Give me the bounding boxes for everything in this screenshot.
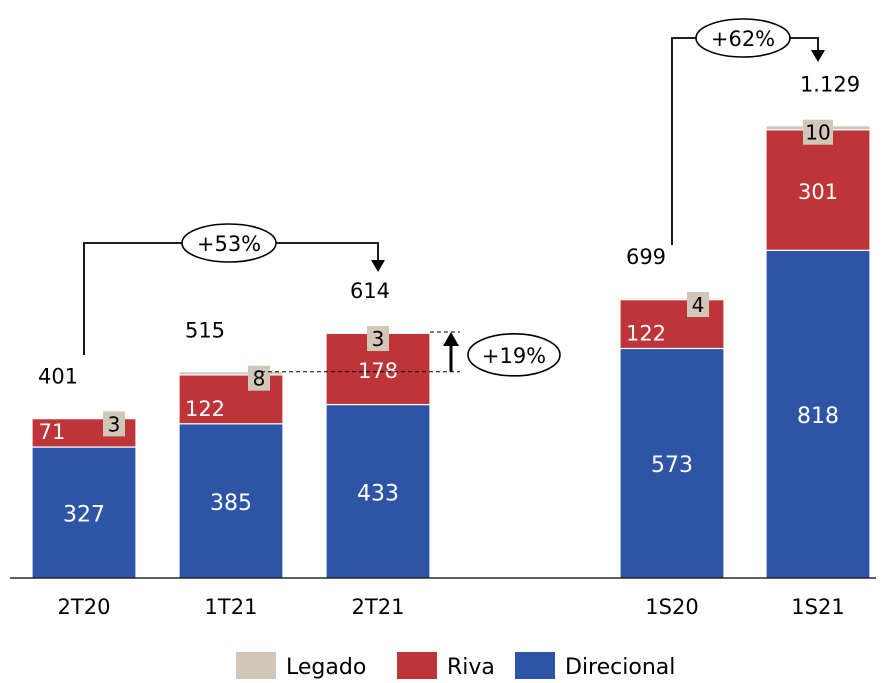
label-riva-2t20: 71 [39, 420, 66, 444]
bar-legado-2t20 [31, 416, 137, 420]
legend-swatch-legado [236, 652, 276, 679]
label-direcional-2t20: 327 [63, 503, 105, 528]
label-legado-2t21: 3 [372, 327, 385, 351]
segment-labels-layer: 327 71 3 385 122 8 433 178 3 573 122 4 818 301 10 [39, 119, 839, 528]
up-arrow-icon [443, 332, 459, 347]
down-arrow-icon [371, 260, 385, 272]
total-1s21: 1.129 [800, 73, 860, 97]
x-tick-2t20: 2T20 [58, 595, 111, 619]
legend: Legado Riva Direcional [236, 652, 675, 680]
x-tick-1s21: 1S21 [791, 595, 844, 619]
bar-direcional-1s21 [765, 249, 871, 579]
x-tick-1t21: 1T21 [205, 595, 258, 619]
legado-box-1s21 [803, 119, 833, 145]
growth-label: +19% [482, 344, 546, 368]
legend-label-legado: Legado [286, 655, 366, 680]
label-riva-1s21: 301 [798, 180, 838, 204]
bar-legado-1t21 [178, 371, 284, 376]
bar-direcional-1t21 [178, 423, 284, 579]
growth-badge [467, 333, 561, 377]
total-2t20: 401 [38, 364, 78, 388]
legado-box-1s20 [687, 291, 709, 317]
label-riva-1t21: 122 [185, 397, 225, 421]
x-tick-1s20: 1S20 [645, 595, 698, 619]
label-riva-2t21: 178 [358, 359, 398, 383]
total-1t21: 515 [185, 319, 225, 343]
growth-label: +62% [711, 27, 775, 51]
annotations-layer: +53% +62% +19% [83, 18, 825, 377]
label-legado-1t21: 8 [253, 367, 266, 391]
label-direcional-2t21: 433 [357, 481, 399, 506]
legado-box-2t21 [367, 326, 389, 352]
growth-badge [181, 223, 277, 263]
bar-riva-1s21 [765, 129, 871, 251]
bars-layer [31, 125, 871, 579]
label-legado-1s21: 10 [805, 121, 830, 145]
label-riva-1s20: 122 [626, 321, 666, 345]
legend-swatch-direcional [515, 652, 555, 679]
x-tick-2t21: 2T21 [352, 595, 405, 619]
bar-direcional-1s20 [619, 347, 725, 579]
legend-swatch-riva [397, 652, 437, 679]
label-direcional-1s20: 573 [651, 453, 693, 478]
totals-layer: 401 515 614 699 1.129 [38, 73, 860, 389]
label-legado-2t20: 3 [108, 412, 121, 436]
label-legado-1s20: 4 [692, 293, 705, 317]
growth-label: +53% [197, 232, 261, 256]
x-tick-labels: 2T20 1T21 2T21 1S20 1S21 [58, 595, 845, 619]
label-direcional-1t21: 385 [210, 491, 252, 516]
bar-direcional-2t20 [31, 446, 137, 579]
legend-label-direcional: Direcional [565, 655, 675, 680]
down-arrow-icon [811, 50, 825, 62]
total-1s20: 699 [626, 245, 666, 269]
growth-badge [695, 18, 791, 58]
label-direcional-1s21: 818 [797, 404, 839, 429]
legend-label-riva: Riva [447, 655, 495, 680]
legado-box-2t20 [103, 411, 125, 437]
total-2t21: 614 [350, 279, 390, 303]
bar-legado-1s20 [619, 297, 725, 301]
